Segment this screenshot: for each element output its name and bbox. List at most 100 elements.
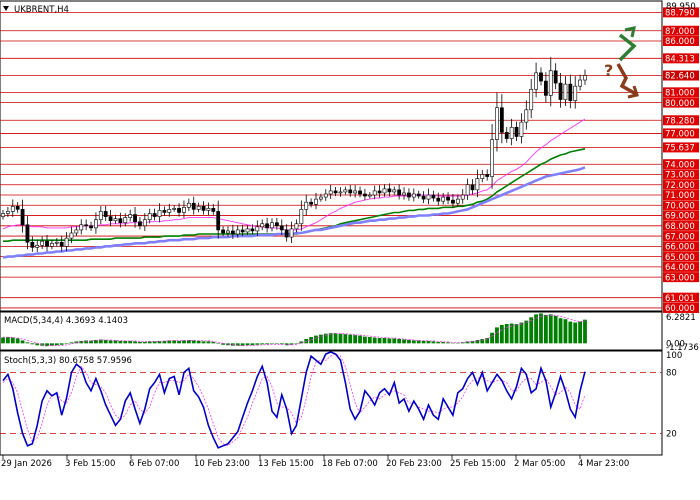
macd-bar xyxy=(343,334,348,344)
candle-body xyxy=(157,210,162,217)
price-level-tag: 78.280 xyxy=(663,115,699,126)
candle-body xyxy=(411,193,416,198)
macd-bar xyxy=(553,315,558,344)
macd-bar xyxy=(514,324,519,344)
macd-bar xyxy=(372,337,377,344)
macd-bar xyxy=(103,339,108,344)
time-axis: 29 Jan 2026 3 Feb 15:00 6 Feb 07:00 10 Feb … xyxy=(1,455,629,469)
macd-bar xyxy=(543,314,548,344)
price-level-label: 74.000 xyxy=(665,160,695,170)
price-level-label: 80.000 xyxy=(665,99,695,109)
candle-body xyxy=(45,240,49,247)
candle-body xyxy=(367,194,372,197)
candle-body xyxy=(123,217,128,224)
candle-body xyxy=(147,213,152,220)
macd-bar xyxy=(333,333,338,344)
macd-bar xyxy=(539,313,543,344)
macd-bar xyxy=(548,314,553,344)
time-label: 2 Mar 05:00 xyxy=(514,459,565,469)
macd-bar xyxy=(138,341,142,344)
macd-bar xyxy=(133,341,137,344)
macd-bar xyxy=(407,339,411,344)
price-level-tag-bg xyxy=(663,142,699,153)
forecast-down-arrow xyxy=(616,63,637,96)
stoch-axis: 80 20 100 xyxy=(666,351,682,440)
price-level-tag: 80.000 xyxy=(663,97,699,109)
candle-body xyxy=(103,211,108,217)
price-level-tag-bg xyxy=(663,36,699,47)
macd-bar xyxy=(534,314,538,344)
candle-body xyxy=(328,190,333,195)
candle-body xyxy=(460,194,465,200)
macd-bar xyxy=(563,319,568,344)
macd-bar xyxy=(270,343,274,344)
time-label: 29 Jan 2026 xyxy=(1,459,52,469)
macd-signal-line xyxy=(3,314,586,347)
price-level-label: 60.000 xyxy=(665,304,695,314)
candle-body xyxy=(142,219,147,227)
candle-body xyxy=(553,70,558,84)
candle-body xyxy=(573,85,578,101)
candle-body xyxy=(133,214,137,223)
price-level-tag: 63.000 xyxy=(663,272,699,283)
price-level-tag-bg xyxy=(663,200,699,211)
candle-body xyxy=(79,224,84,231)
macd-bar xyxy=(416,340,421,344)
macd-bar xyxy=(167,340,172,344)
candle-body xyxy=(128,214,133,218)
candle-body xyxy=(191,202,196,210)
macd-bar xyxy=(294,343,299,344)
forecast-down-arrowhead xyxy=(627,85,639,99)
candle-body xyxy=(490,139,494,177)
candle-body xyxy=(314,198,318,205)
price-levels xyxy=(0,11,662,309)
candle-body xyxy=(84,224,89,227)
candle-body xyxy=(255,226,260,232)
macd-bar xyxy=(260,343,265,345)
macd-bar xyxy=(1,337,5,344)
forecast-up-arrowhead xyxy=(624,26,636,38)
price-top-tick: 89.950 xyxy=(666,2,696,12)
candle-body xyxy=(402,192,406,196)
candle-body xyxy=(504,132,509,139)
macd-bar xyxy=(529,317,534,344)
price-level-tag-bg xyxy=(663,241,699,252)
macd-bar xyxy=(358,335,362,344)
current-price-tag-bg xyxy=(663,70,699,81)
price-level-label: 66.000 xyxy=(665,243,695,253)
macd-bar xyxy=(255,343,260,345)
macd-bar xyxy=(583,319,587,344)
macd-bar xyxy=(157,340,162,344)
price-level-tag-bg xyxy=(663,128,699,139)
time-label: 3 Feb 15:00 xyxy=(65,459,115,469)
macd-bar xyxy=(314,335,318,344)
macd-bar xyxy=(206,341,211,344)
price-level-tag-bg xyxy=(663,169,699,180)
candle-body xyxy=(441,196,446,202)
macd-bar xyxy=(377,338,382,344)
candle-body xyxy=(138,221,142,227)
candle-body xyxy=(250,228,255,232)
candle-body xyxy=(40,240,45,246)
candle-body xyxy=(152,213,157,217)
macd-bar xyxy=(387,338,392,344)
macd-bar xyxy=(490,332,494,344)
candle-body xyxy=(568,83,573,101)
candle-body xyxy=(323,193,328,198)
macd-bar xyxy=(59,343,64,345)
price-level-label: 75.637 xyxy=(665,144,695,154)
candle-body xyxy=(50,242,54,247)
price-level-tag: 65.000 xyxy=(663,251,699,263)
candle-body xyxy=(206,208,211,211)
price-level-label: 77.000 xyxy=(665,130,695,140)
macd-bar xyxy=(431,341,436,344)
macd-bar xyxy=(10,337,15,344)
macd-bar xyxy=(475,339,480,344)
macd-bar xyxy=(64,343,69,344)
candle-body xyxy=(509,126,514,139)
price-level-tag: 77.000 xyxy=(663,128,699,140)
candle-body xyxy=(495,107,499,140)
price-level-tag: 70.000 xyxy=(663,200,699,211)
macd-bar xyxy=(84,340,89,344)
